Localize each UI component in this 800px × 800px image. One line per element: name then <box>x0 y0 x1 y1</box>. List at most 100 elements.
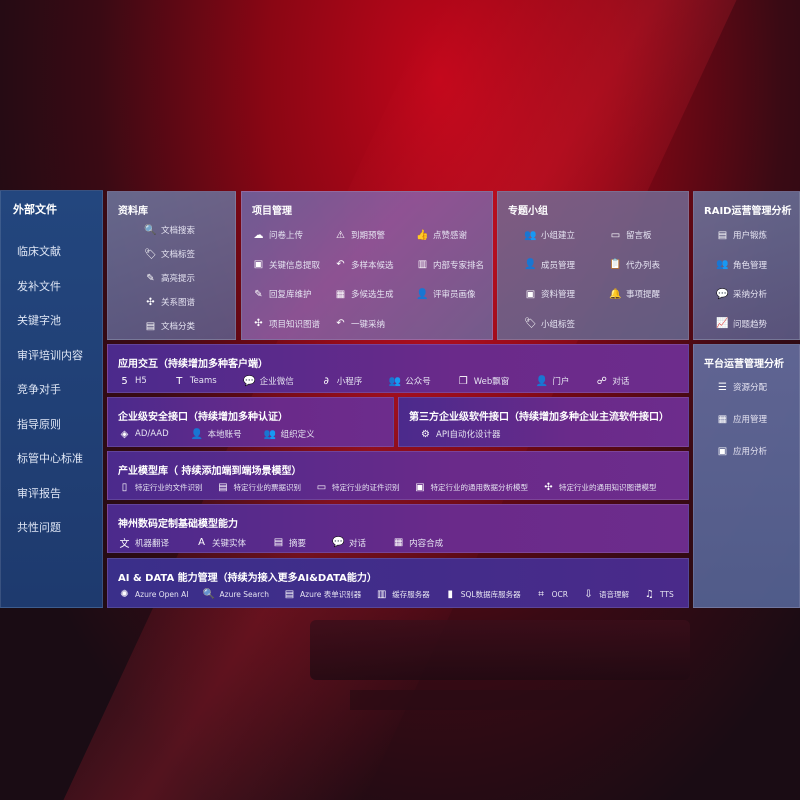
gear-icon: ⚙ <box>421 428 430 440</box>
feature-item[interactable]: ⚠ 到期预警 <box>334 229 385 242</box>
feature-item[interactable]: 💬 企业微信 <box>243 375 294 388</box>
feature-item[interactable]: 👥 小组建立 <box>524 229 575 242</box>
feature-item[interactable]: 💬 对话 <box>332 537 366 549</box>
feature-item[interactable]: ☁ 问卷上传 <box>252 229 304 242</box>
panel-project-management: 项目管理 ☁ 问卷上传 ⚠ 到期预警 👍 点赞感谢 ▣ 关键信息提取 ↶ 多样本候选 ▥ 内部专家排名 ✎… <box>241 191 493 340</box>
feature-item[interactable]: 👥 角色管理 <box>716 259 767 271</box>
band-title: 神州数码定制基础模型能力 <box>118 519 238 530</box>
feature-item[interactable]: 👤 本地账号 <box>191 428 242 441</box>
org-icon: 👥 <box>263 428 277 440</box>
feature-item[interactable]: 👤 评审员画像 <box>416 288 475 301</box>
feature-label: OCR <box>551 590 568 599</box>
feature-item[interactable]: ▤ 用户锻炼 <box>716 229 767 242</box>
feature-item[interactable]: ▤ 文档分类 <box>144 320 195 333</box>
tag-icon: 🏷 <box>524 318 537 329</box>
feature-item[interactable]: ✣ 项目知识图谱 <box>252 318 320 330</box>
feature-item[interactable]: ✎ 回复库维护 <box>252 288 311 301</box>
folder-icon: ▣ <box>525 288 536 300</box>
feature-item[interactable]: 👤 门户 <box>535 375 570 388</box>
feature-item[interactable]: ⇩ 语音理解 <box>582 589 629 600</box>
graph-icon: ✣ <box>146 296 155 308</box>
list-icon: ☰ <box>718 381 727 393</box>
sidebar-item[interactable]: 标管中心标准 <box>17 452 83 465</box>
thumbs-up-icon: 👍 <box>416 229 429 241</box>
feature-item[interactable]: ↶ 多样本候选 <box>334 259 393 271</box>
feature-label: 资料管理 <box>541 290 576 300</box>
feature-item[interactable]: ▦ 多候选生成 <box>334 288 394 301</box>
sidebar-item[interactable]: 审评培训内容 <box>17 348 83 362</box>
feature-item[interactable]: ◈ AD/AAD <box>118 429 169 440</box>
graph-icon: ✣ <box>254 318 263 329</box>
sidebar-item[interactable]: 临床文献 <box>17 245 61 258</box>
feature-item[interactable]: ✣ 特定行业的通用知识图谱模型 <box>542 482 656 493</box>
feature-item[interactable]: ▦ 应用管理 <box>716 413 767 426</box>
panel-title: RAID运营管理分析 <box>704 206 792 217</box>
feature-item[interactable]: ∂ 小程序 <box>320 375 363 388</box>
feature-item[interactable]: 📋 代办列表 <box>609 259 660 271</box>
analytics-icon: ▣ <box>717 445 728 457</box>
feature-item[interactable]: ⌗ OCR <box>535 589 568 600</box>
feature-item[interactable]: ▮ SQL数据库服务器 <box>444 589 521 600</box>
feature-item[interactable]: 🔍 Azure Search <box>203 589 269 600</box>
feature-item[interactable]: ✣ 关系图谱 <box>144 296 195 309</box>
apps-icon: ▦ <box>717 413 728 425</box>
ocr-icon: ⌗ <box>538 589 544 600</box>
feature-item[interactable]: 🏷 文档标签 <box>144 248 195 261</box>
feature-item[interactable]: ✎ 高亮提示 <box>144 272 195 285</box>
sidebar-item[interactable]: 竞争对手 <box>17 383 61 396</box>
feature-item[interactable]: ↶ 一键采纳 <box>334 318 385 330</box>
feature-item[interactable]: ▣ 应用分析 <box>716 445 767 458</box>
feature-item[interactable]: ▤ Azure 表单识别器 <box>283 589 361 600</box>
feature-item[interactable]: ▭ 留言板 <box>609 229 652 242</box>
feature-item[interactable]: A 关键实体 <box>195 537 246 549</box>
feature-label: 语音理解 <box>598 590 629 599</box>
feature-item[interactable]: ▦ 内容合成 <box>392 537 443 549</box>
feature-item[interactable]: 🏷 小组标签 <box>524 318 575 330</box>
sidebar-item[interactable]: 指导原则 <box>17 417 61 431</box>
feature-item[interactable]: ☍ 对话 <box>595 375 630 388</box>
feature-item[interactable]: ♫ TTS <box>643 589 674 600</box>
chart-icon: ▣ <box>415 482 425 493</box>
feature-item[interactable]: T Teams <box>173 376 216 387</box>
feature-item[interactable]: ▯ 特定行业的文件识别 <box>118 482 203 493</box>
feature-item[interactable]: 📈 问题趋势 <box>716 318 767 330</box>
entity-icon: A <box>198 537 205 548</box>
feature-label: API自动化设计器 <box>436 430 501 440</box>
panel-raid-analysis: RAID运营管理分析 ▤ 用户锻炼 👥 角色管理 💬 采纳分析 📈 问题趋势 <box>693 191 800 340</box>
window-icon: ▣ <box>253 259 264 270</box>
feature-item[interactable]: ✺ Azure Open AI <box>118 589 188 600</box>
sidebar-item[interactable]: 关键字池 <box>17 314 61 327</box>
feature-label: 内部专家排名 <box>433 260 485 271</box>
feature-item[interactable]: ☰ 资源分配 <box>716 381 767 394</box>
feature-label: 门户 <box>552 377 570 387</box>
feature-item[interactable]: 👍 点赞感谢 <box>416 229 467 242</box>
feature-item[interactable]: ▤ 特定行业的票据识别 <box>217 482 302 493</box>
feature-label: 成员管理 <box>541 260 576 271</box>
feature-label: 特定行业的票据识别 <box>233 483 302 492</box>
feature-item[interactable]: ▭ 特定行业的证件识别 <box>315 482 400 493</box>
feature-item[interactable]: 👥 公众号 <box>388 375 431 388</box>
sidebar-item[interactable]: 审评报告 <box>17 486 61 500</box>
receipt-icon: ▤ <box>218 482 228 493</box>
sidebar-item[interactable]: 发补文件 <box>17 279 61 293</box>
feature-item[interactable]: 5 H5 <box>118 376 147 387</box>
feature-item[interactable]: 💬 采纳分析 <box>716 288 767 301</box>
feature-item[interactable]: ▤ 摘要 <box>272 537 306 549</box>
feature-label: 企业微信 <box>259 377 294 387</box>
feature-item[interactable]: 🔍 文档搜索 <box>144 224 195 237</box>
feature-item[interactable]: ▣ 特定行业的通用数据分析模型 <box>414 482 528 493</box>
alarm-icon: ⚠ <box>336 229 345 241</box>
feature-item[interactable]: 🔔 事项提醒 <box>609 288 660 301</box>
feature-item[interactable]: 👤 成员管理 <box>524 259 575 271</box>
background-floor-step <box>350 690 650 710</box>
feature-item[interactable]: ▥ 缓存服务器 <box>375 589 430 600</box>
feature-item[interactable]: ▣ 关键信息提取 <box>252 259 320 271</box>
feature-item[interactable]: ❐ Web飘窗 <box>457 375 510 388</box>
feature-item[interactable]: ▥ 内部专家排名 <box>416 259 484 271</box>
feature-item[interactable]: 👥 组织定义 <box>263 428 315 441</box>
feature-item[interactable]: 文机器翻译 <box>118 535 170 551</box>
sidebar-item[interactable]: 共性问题 <box>17 521 61 534</box>
feature-item[interactable]: ⚙ API自动化设计器 <box>419 428 501 441</box>
form-icon: ▤ <box>284 589 295 600</box>
feature-item[interactable]: ▣ 资料管理 <box>524 288 576 301</box>
